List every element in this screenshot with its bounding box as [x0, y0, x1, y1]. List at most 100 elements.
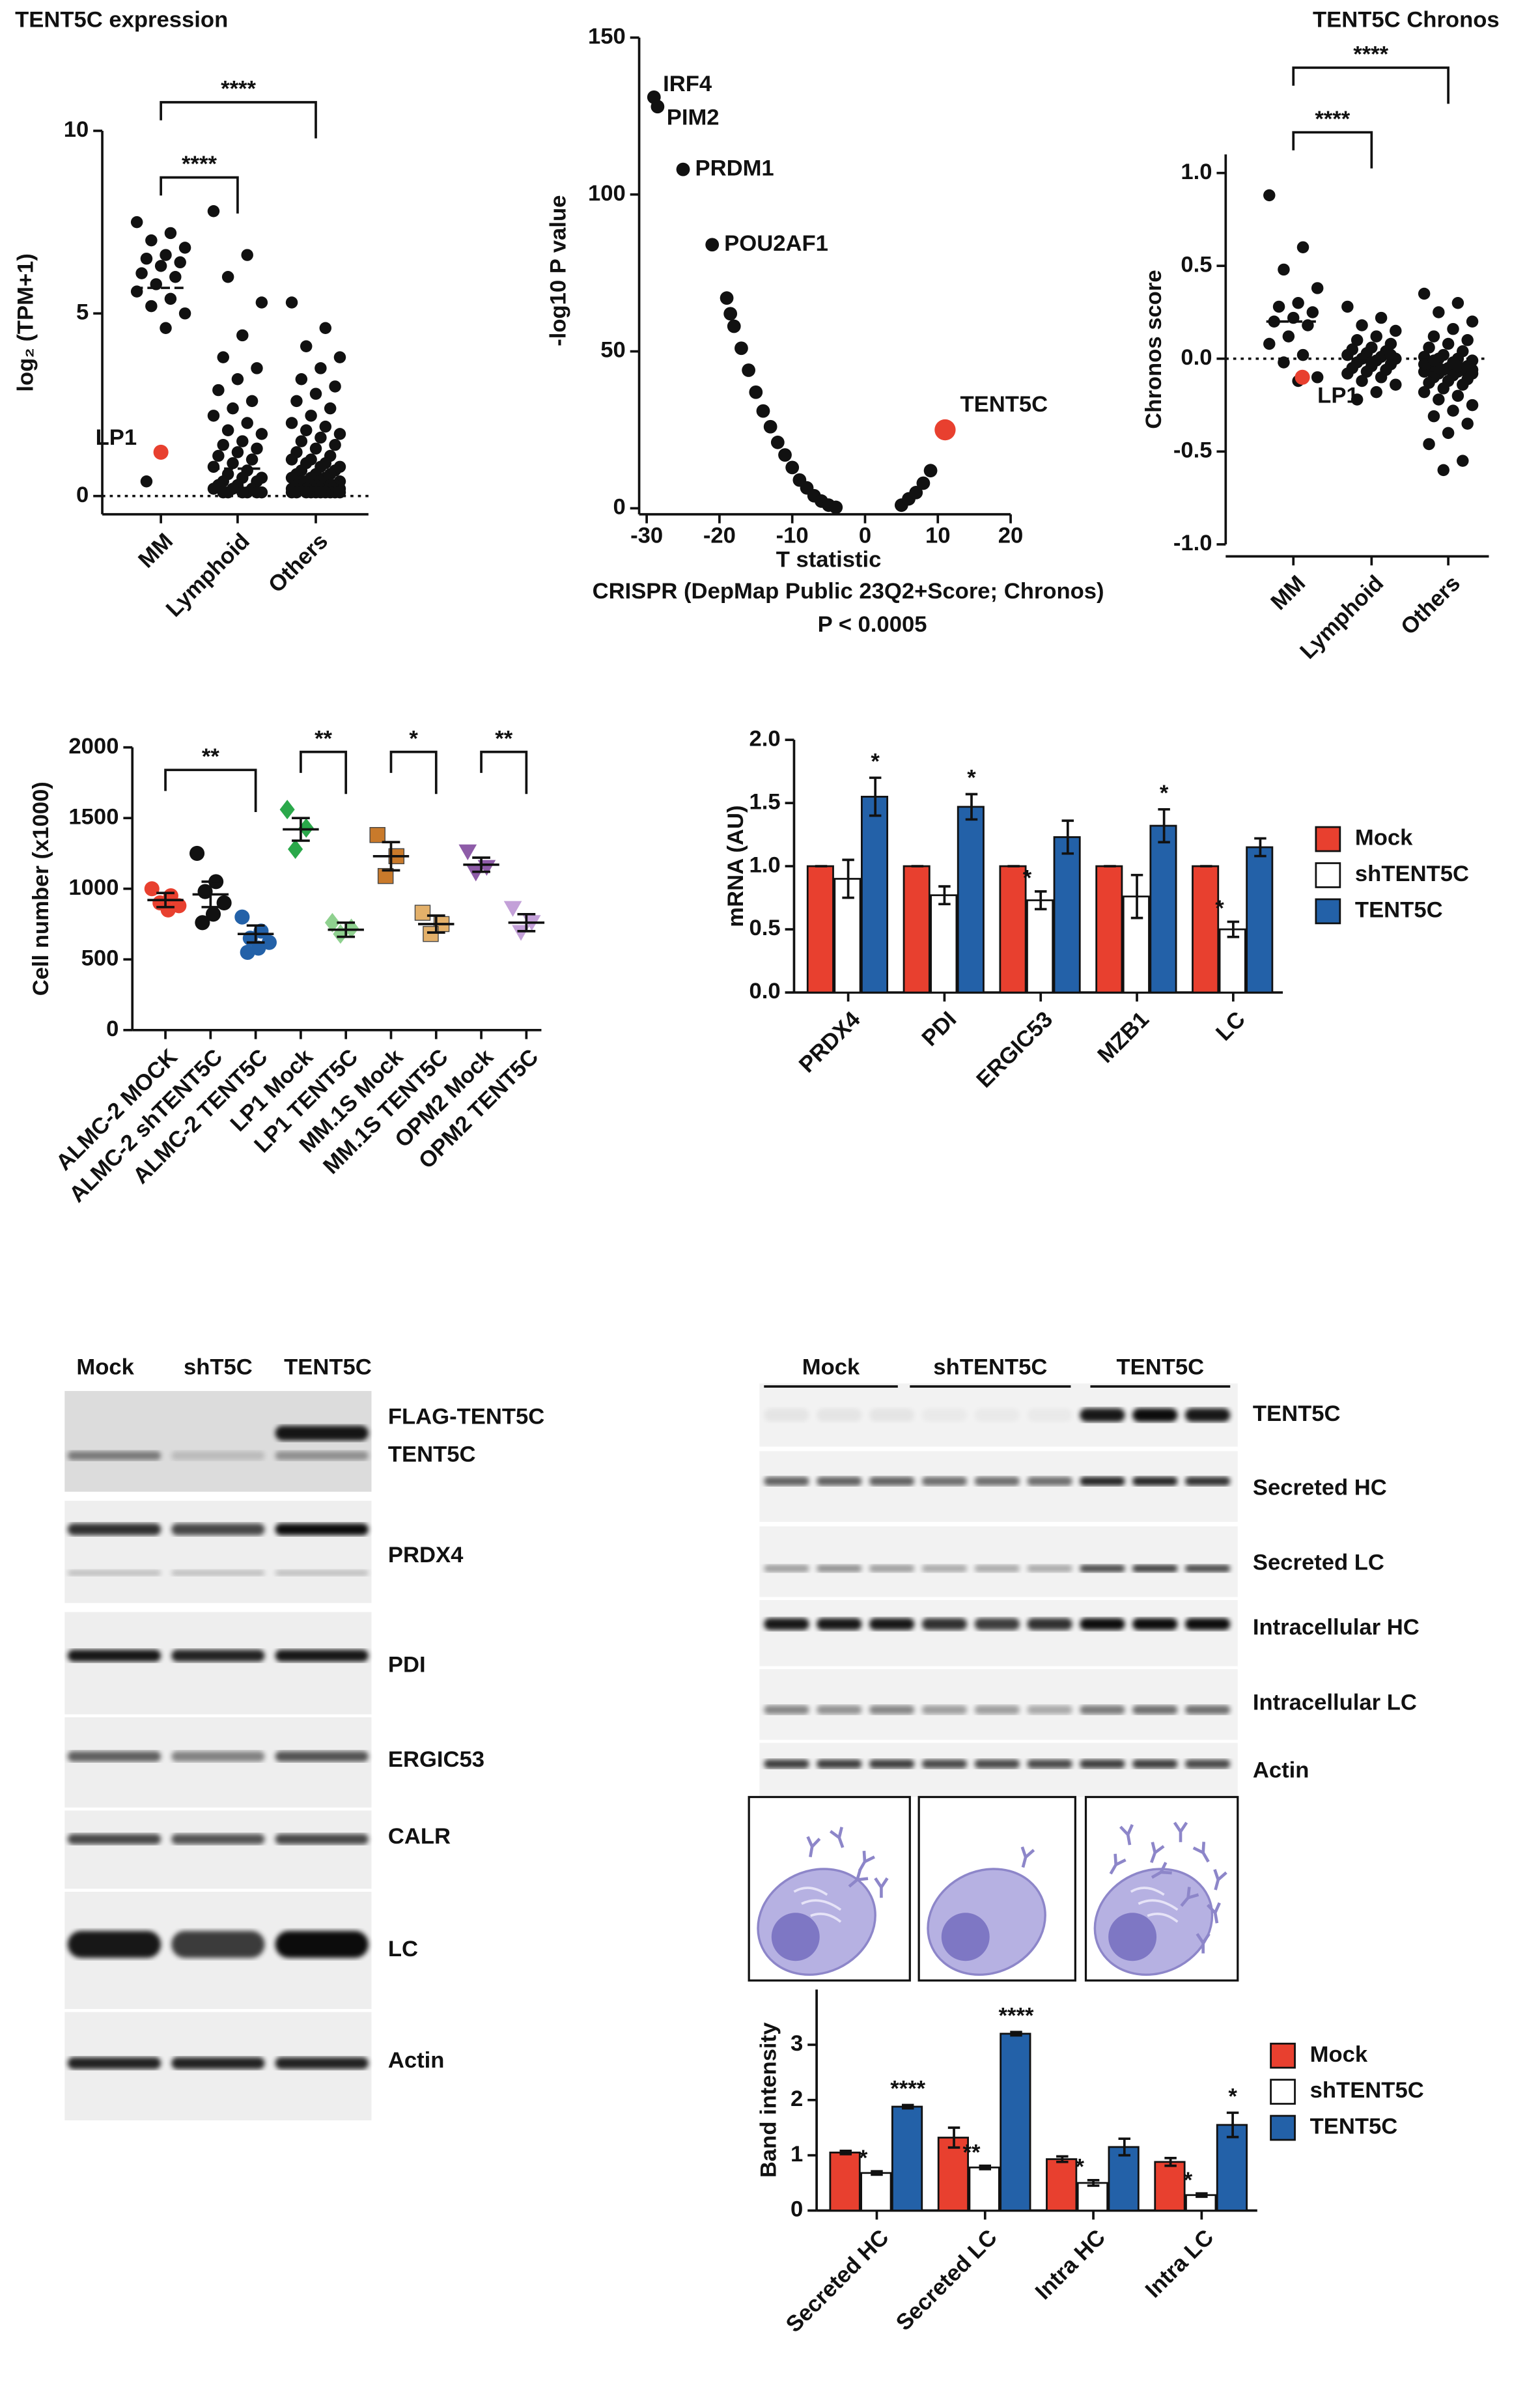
lane-label: TENT5C — [284, 1355, 372, 1380]
point-label: TENT5C — [960, 392, 1048, 417]
y-tick-label: 0.5 — [749, 916, 781, 940]
band — [1027, 1409, 1072, 1422]
band — [869, 1705, 915, 1715]
point — [1341, 367, 1354, 380]
point — [236, 329, 249, 342]
band — [67, 1569, 161, 1577]
significance: * — [1215, 896, 1224, 921]
error-bar — [871, 2170, 883, 2176]
bar — [903, 865, 931, 994]
point — [1356, 319, 1368, 331]
point — [231, 446, 244, 458]
point — [414, 905, 431, 921]
x-tick-label: MZB1 — [1093, 1007, 1154, 1068]
band — [1184, 1476, 1231, 1486]
band — [817, 1408, 862, 1422]
band — [764, 1564, 809, 1573]
point — [1341, 300, 1354, 313]
band — [171, 2057, 265, 2070]
point — [140, 475, 153, 488]
point — [285, 453, 298, 466]
lane-label: Mock — [802, 1355, 860, 1380]
point — [300, 486, 313, 499]
labeled-point — [705, 238, 720, 252]
nucleus — [941, 1913, 990, 1961]
point — [329, 380, 341, 393]
bar — [930, 894, 958, 994]
band — [1027, 1476, 1072, 1486]
point — [458, 844, 477, 860]
bar — [829, 2152, 861, 2212]
antibody — [829, 1827, 845, 1848]
point — [1296, 348, 1309, 361]
bracket — [160, 176, 239, 214]
point — [174, 256, 186, 269]
antibody — [848, 1868, 869, 1888]
legend-label: Mock — [1355, 826, 1413, 850]
bar — [1000, 2032, 1031, 2212]
band — [1080, 1476, 1125, 1486]
point — [234, 909, 250, 925]
error-bar — [1158, 808, 1170, 844]
point — [763, 419, 777, 434]
highlight-label: LP1 — [1317, 383, 1359, 408]
point — [770, 435, 785, 449]
x-tick-label: LC — [1211, 1007, 1250, 1046]
band — [817, 1476, 862, 1486]
y-tick-label: 1000 — [68, 875, 119, 900]
labeled-point — [676, 162, 690, 176]
point — [1423, 376, 1435, 389]
y-axis-label: -log10 P value — [546, 195, 570, 346]
y-tick-label: -0.5 — [1173, 438, 1212, 463]
point — [749, 385, 763, 399]
x-tick-label: -30 — [630, 524, 663, 548]
point-label: PIM2 — [667, 105, 720, 130]
point — [324, 912, 340, 933]
sem-bar — [246, 924, 265, 944]
blot-strip — [64, 1810, 372, 1889]
bar — [1246, 846, 1274, 994]
error-bar — [1010, 2030, 1022, 2037]
band — [67, 1834, 161, 1845]
point — [1427, 410, 1440, 423]
significance: **** — [999, 2003, 1034, 2028]
bar — [860, 796, 889, 994]
nucleus — [771, 1913, 820, 1961]
antibody — [1192, 1842, 1210, 1863]
significance: * — [1228, 2084, 1237, 2109]
point — [315, 486, 327, 499]
y-tick-label: 2.0 — [749, 726, 781, 751]
point — [285, 296, 298, 309]
point — [1370, 386, 1382, 399]
point — [916, 476, 931, 490]
y-tick-label: 1.0 — [749, 852, 781, 877]
point — [144, 881, 160, 897]
point — [1263, 189, 1276, 202]
point — [829, 500, 843, 514]
band — [171, 1523, 265, 1536]
sem-bar — [517, 912, 536, 933]
point — [1437, 382, 1449, 395]
x-tick-label: Lymphoid — [1295, 571, 1388, 664]
point — [236, 486, 249, 499]
point — [1311, 282, 1324, 294]
point — [1437, 464, 1449, 477]
band — [275, 1931, 369, 1958]
bar — [806, 865, 834, 994]
y-tick-label: 0.0 — [1181, 345, 1212, 370]
band — [764, 1408, 809, 1422]
blot-strip — [64, 1500, 372, 1603]
point — [1423, 438, 1435, 451]
bracket — [1292, 66, 1449, 104]
point — [298, 818, 314, 838]
band — [1080, 1564, 1125, 1573]
y-axis-label: Chronos score — [1141, 270, 1166, 428]
point — [164, 292, 177, 305]
bar — [1149, 824, 1177, 994]
point — [1451, 389, 1464, 402]
bar — [1046, 2158, 1078, 2212]
point — [333, 428, 346, 440]
x-tick-label: Intra HC — [1031, 2225, 1110, 2305]
point — [240, 944, 255, 960]
point — [1390, 324, 1402, 337]
